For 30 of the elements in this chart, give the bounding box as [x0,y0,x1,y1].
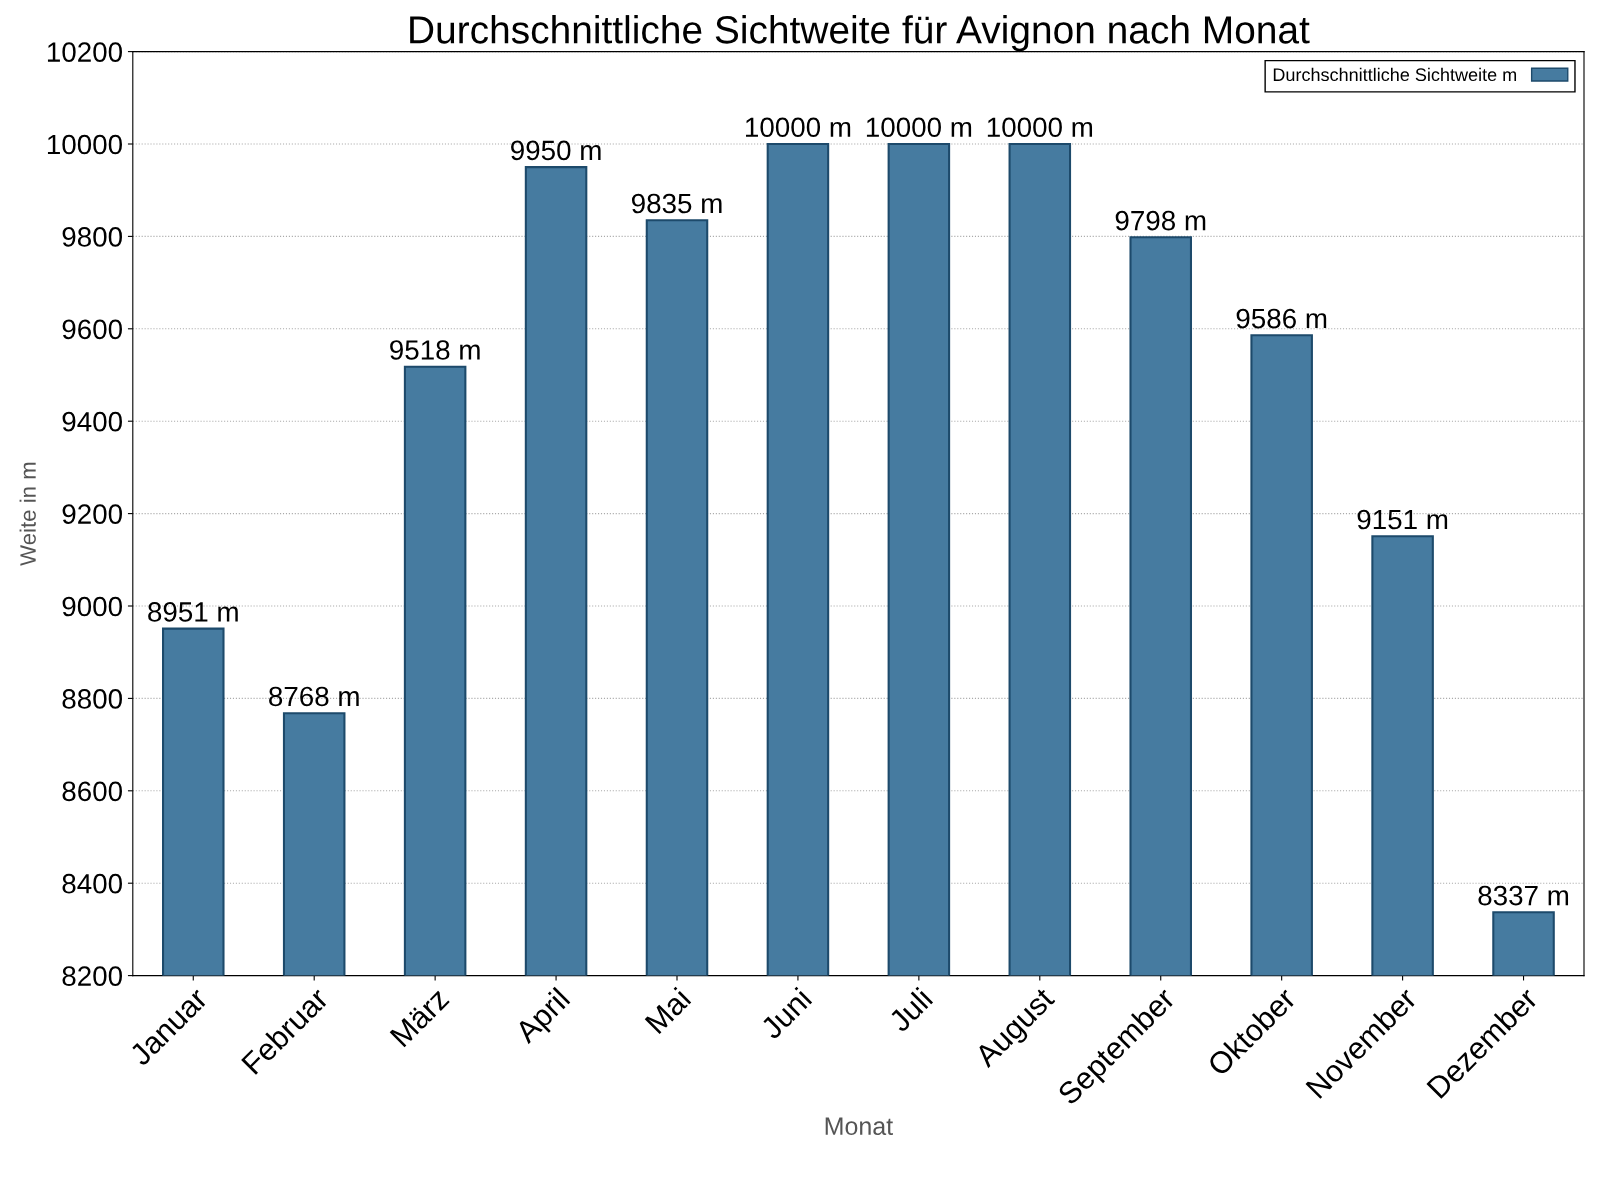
legend-label: Durchschnittliche Sichtweite m [1273,67,1517,82]
data-label: 9151 m [1357,509,1448,530]
data-label: 8768 m [269,686,359,707]
y-tick-label: 9600 [62,319,122,340]
data-label: 10000 m [987,117,1093,138]
y-tick-label: 9800 [62,227,122,247]
y-tick-label: 9200 [62,504,122,524]
x-tick-label: Juni [758,986,813,1041]
x-tick-label: Mai [643,986,692,1035]
y-tick-label: 8200 [62,966,122,986]
data-label: 9798 m [1115,210,1206,231]
y-tick-label: 10000 [47,134,122,155]
data-label: 8951 m [148,602,238,622]
y-tick-label: 9400 [62,411,122,432]
y-tick-label: 8400 [62,873,122,894]
data-label: 8337 m [1478,885,1569,906]
data-label: 9518 m [390,340,480,360]
y-tick-label: 8800 [62,689,122,709]
data-label: 10000 m [746,117,851,138]
data-label: 9586 m [1236,308,1327,329]
data-label: 10000 m [866,117,972,138]
y-tick-label: 9000 [62,596,122,617]
x-tick-label: Juli [886,986,934,1034]
data-label: 9950 m [511,140,601,161]
x-axis-title: Monat [825,1117,893,1136]
y-axis-title: Weite in m [19,462,36,566]
chart-title: Durchschnittliche Sichtweite für Avignon nach Monat [410,15,1310,52]
data-label: 9835 m [631,193,722,214]
y-tick-label: 10200 [47,42,122,62]
y-tick-label: 8600 [62,781,122,802]
